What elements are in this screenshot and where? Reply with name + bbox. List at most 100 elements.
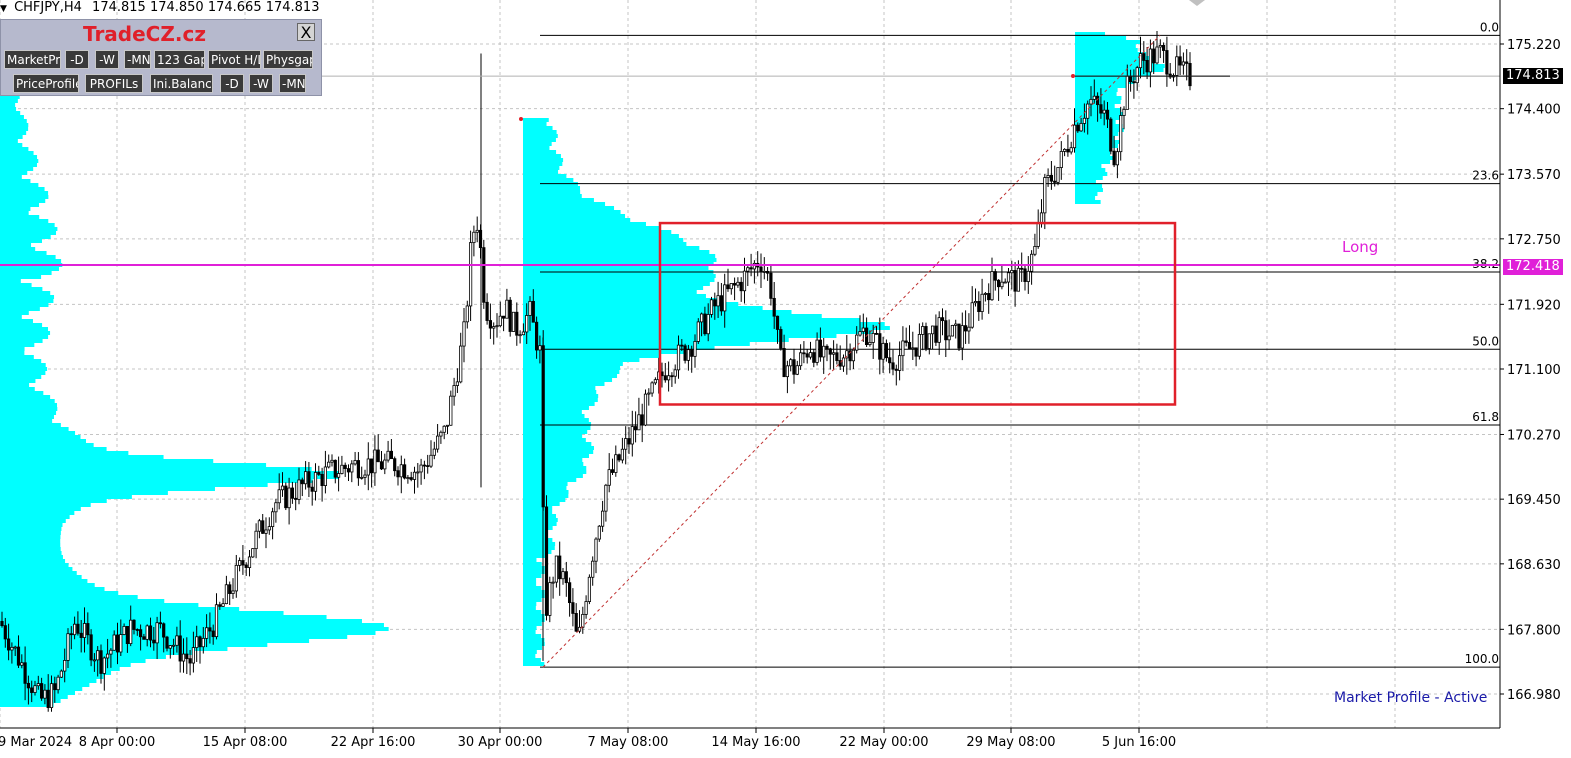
candle-body <box>79 632 83 638</box>
candle-body <box>442 425 446 433</box>
physgap-button[interactable]: Physgap <box>263 50 313 69</box>
candle-body <box>822 345 826 358</box>
candle-body <box>802 352 806 355</box>
profile-bar <box>523 202 606 206</box>
candle-body <box>449 395 453 426</box>
profile-bar <box>0 623 384 627</box>
candle-body <box>911 347 915 350</box>
profile-bar <box>0 583 95 587</box>
profile-bar <box>0 435 81 439</box>
candle-body <box>1132 81 1136 84</box>
candle-body <box>462 321 466 347</box>
profile-bar <box>0 487 215 491</box>
candle-body <box>1010 270 1014 274</box>
week-button[interactable]: -W <box>95 50 119 69</box>
marketpr-button[interactable]: MarketPr. <box>4 50 61 69</box>
month-button[interactable]: -MN <box>124 50 151 69</box>
profile-bar <box>1075 112 1125 116</box>
candle-body <box>921 326 925 335</box>
profile-bar <box>0 363 46 367</box>
candle-body <box>13 646 17 649</box>
profile-bar <box>523 526 553 530</box>
candle-body <box>294 497 298 500</box>
profile-bar <box>0 571 77 575</box>
candle-body <box>247 556 252 568</box>
profile-bar <box>0 355 34 359</box>
candle-body <box>1043 177 1047 214</box>
profile-week-button[interactable]: -W <box>249 74 273 93</box>
candle-body <box>162 623 166 638</box>
profils-button[interactable]: PROFILs <box>85 74 143 93</box>
gap-button[interactable]: 123 Gap <box>154 50 205 69</box>
candle-body <box>145 625 149 640</box>
profile-bar <box>0 159 39 163</box>
profile-bar <box>523 122 547 126</box>
pivot-button[interactable]: Pivot H/L <box>208 50 261 69</box>
profile-bar <box>523 354 660 358</box>
panel-close-button[interactable]: X <box>297 23 315 42</box>
price-tick-label: 169.450 <box>1507 493 1561 508</box>
candle-body <box>455 381 460 386</box>
ini-balance-button[interactable]: Ini.Balance <box>150 74 213 93</box>
profile-bar <box>0 307 40 311</box>
profile-bar <box>523 366 621 370</box>
profile-bar <box>1075 168 1106 172</box>
candle-body <box>1056 167 1060 183</box>
profile-marker <box>519 117 523 121</box>
candle-body <box>838 360 842 367</box>
profile-bar <box>0 291 51 295</box>
profile-bar <box>523 614 545 618</box>
profile-bar <box>523 382 605 386</box>
candle-body <box>501 315 506 319</box>
day-button[interactable]: -D <box>65 50 89 69</box>
price-tick-label: 175.220 <box>1507 38 1561 53</box>
candle-body <box>416 471 420 474</box>
profile-bar <box>0 187 45 191</box>
candle-body <box>818 339 823 358</box>
profile-bar <box>0 259 62 263</box>
profile-bar <box>0 139 18 143</box>
candle-body <box>373 449 377 474</box>
collapse-triangle-icon[interactable]: ▼ <box>0 4 7 14</box>
profile-bar <box>523 650 537 654</box>
profile-bar <box>523 598 542 602</box>
price-tick-label: 166.980 <box>1507 688 1561 703</box>
candle-body <box>983 293 988 295</box>
profile-bar <box>0 539 61 543</box>
candle-body <box>832 352 836 355</box>
candle-body <box>878 333 882 360</box>
profile-bar <box>0 447 107 451</box>
candle-body <box>558 555 562 580</box>
profile-bar <box>1075 32 1106 36</box>
candle-body <box>30 687 34 693</box>
profile-bar <box>0 207 31 211</box>
profile-bar <box>0 135 23 139</box>
candle-body <box>175 635 179 646</box>
profile-bar <box>0 551 62 555</box>
candle-body <box>198 636 202 648</box>
priceprofile-button[interactable]: PriceProfile <box>13 74 79 93</box>
profile-day-button[interactable]: -D <box>220 74 244 93</box>
long-price-tag: 172.418 <box>1503 259 1563 275</box>
profile-month-button[interactable]: -MN <box>279 74 306 93</box>
candle-body <box>1092 95 1096 100</box>
profile-bar <box>523 530 547 534</box>
candle-body <box>336 473 341 478</box>
profile-bar <box>0 299 54 303</box>
candle-body <box>346 468 351 473</box>
candle-body <box>848 350 852 362</box>
candle-body <box>518 334 522 337</box>
candle-body <box>165 636 169 649</box>
profile-bar <box>0 615 327 619</box>
profile-bar <box>523 518 558 522</box>
profile-bar <box>0 215 40 219</box>
candle-body <box>825 345 829 350</box>
candle-body <box>726 284 730 290</box>
candle-body <box>673 369 677 377</box>
profile-bar <box>523 194 582 198</box>
candle-body <box>785 365 790 378</box>
profile-marker <box>1071 74 1075 78</box>
candle-body <box>1082 117 1086 124</box>
